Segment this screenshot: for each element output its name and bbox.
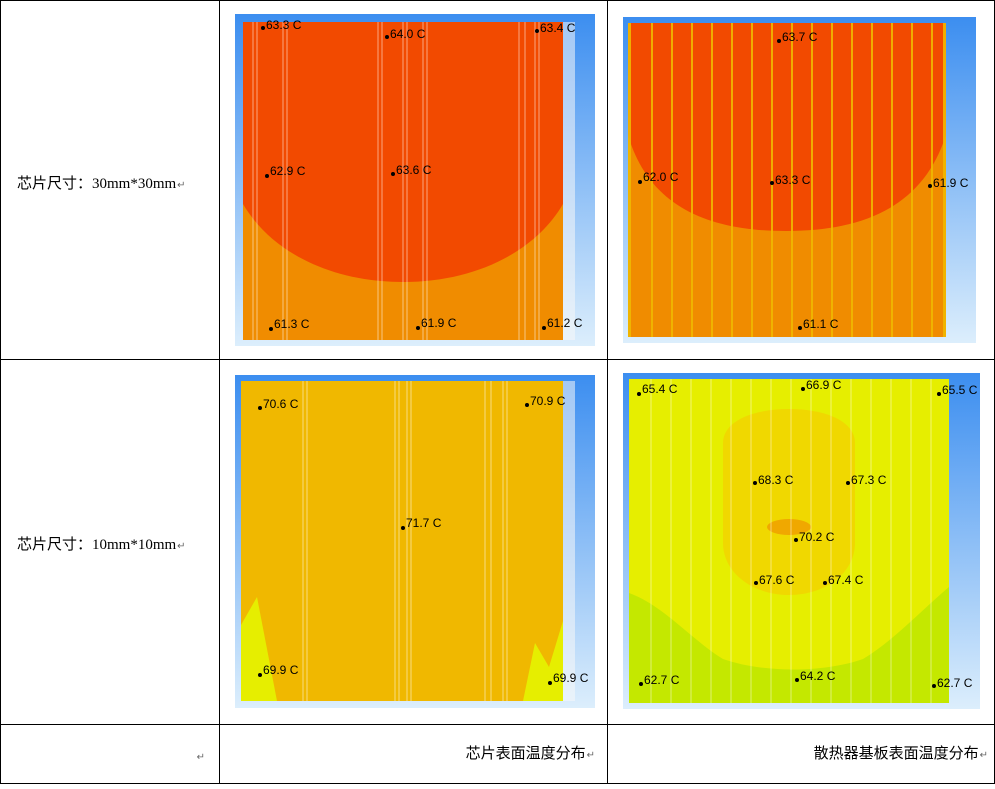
svg-text:70.9 C: 70.9 C (530, 394, 566, 408)
probe-point: 64.0 C (385, 27, 426, 41)
probe-point: 63.3 C (770, 173, 811, 187)
svg-text:62.7 C: 62.7 C (937, 676, 973, 690)
svg-text:61.9 C: 61.9 C (933, 176, 969, 190)
svg-text:63.6 C: 63.6 C (396, 163, 432, 177)
footer-empty-cell: ↵ (0, 724, 220, 784)
sink-30mm-thermal-plot: 63.7 C 62.0 C 63.3 C 61.9 C 61.1 C (623, 17, 976, 343)
chip-surface-caption: 芯片表面温度分布↵ (465, 746, 595, 762)
svg-text:69.9 C: 69.9 C (263, 663, 299, 677)
svg-text:62.0 C: 62.0 C (643, 170, 679, 184)
svg-text:62.7 C: 62.7 C (644, 673, 680, 687)
svg-text:64.2 C: 64.2 C (800, 669, 836, 683)
svg-text:65.5 C: 65.5 C (942, 383, 978, 397)
probe-point: 62.7 C (639, 673, 680, 687)
chip-10mm-cell: 70.6 C 70.9 C 71.7 C 69.9 C 69.9 C (219, 359, 608, 725)
sink-10mm-cell: 65.4 C 66.9 C 65.5 C 68.3 C 67.3 C 70.2 … (607, 359, 995, 725)
probe-point: 63.6 C (391, 163, 432, 177)
svg-text:70.6 C: 70.6 C (263, 397, 299, 411)
probe-point: 61.3 C (269, 317, 310, 331)
svg-text:63.7 C: 63.7 C (782, 30, 818, 44)
probe-point: 69.9 C (258, 663, 299, 677)
probe-point: 67.6 C (754, 573, 795, 587)
row-label-10mm: 芯片尺寸：10mm*10mm↵ (17, 537, 186, 553)
svg-text:61.1 C: 61.1 C (803, 317, 839, 331)
sink-10mm-thermal-plot: 65.4 C 66.9 C 65.5 C 68.3 C 67.3 C 70.2 … (623, 373, 980, 709)
paragraph-mark-icon: ↵ (979, 750, 988, 761)
svg-text:63.3 C: 63.3 C (266, 18, 302, 32)
probe-point: 62.0 C (638, 170, 679, 184)
probe-point: 61.9 C (928, 176, 969, 190)
svg-text:71.7 C: 71.7 C (406, 516, 442, 530)
svg-text:61.9 C: 61.9 C (421, 316, 457, 330)
probe-point: 71.7 C (401, 516, 442, 530)
chip-30mm-cell: 63.3 C 64.0 C 63.4 C 62.9 C 63.6 C 61.3 … (219, 0, 608, 360)
row-label-cell: 芯片尺寸：10mm*10mm↵ (0, 359, 220, 725)
row-label-cell: 芯片尺寸：30mm*30mm↵ (0, 0, 220, 360)
paragraph-mark-icon: ↵ (196, 752, 205, 763)
footer-chip-caption-cell: 芯片表面温度分布↵ (219, 724, 608, 784)
heatsink-surface-caption: 散热器基板表面温度分布↵ (813, 746, 988, 762)
svg-text:67.4 C: 67.4 C (828, 573, 864, 587)
sink-30mm-cell: 63.7 C 62.0 C 63.3 C 61.9 C 61.1 C (607, 0, 995, 360)
svg-text:64.0 C: 64.0 C (390, 27, 426, 41)
probe-point: 63.4 C (535, 21, 576, 35)
svg-text:70.2 C: 70.2 C (799, 530, 835, 544)
svg-text:63.3 C: 63.3 C (775, 173, 811, 187)
svg-text:61.3 C: 61.3 C (274, 317, 310, 331)
probe-point: 68.3 C (753, 473, 794, 487)
probe-point: 65.4 C (637, 382, 678, 396)
probe-point: 70.6 C (258, 397, 299, 411)
svg-text:62.9 C: 62.9 C (270, 164, 306, 178)
probe-point: 65.5 C (937, 383, 978, 397)
chip-10mm-thermal-plot: 70.6 C 70.9 C 71.7 C 69.9 C 69.9 C (235, 375, 595, 708)
chip-30mm-thermal-plot: 63.3 C 64.0 C 63.4 C 62.9 C 63.6 C 61.3 … (235, 14, 595, 346)
probe-point: 61.9 C (416, 316, 457, 330)
probe-point: 61.1 C (798, 317, 839, 331)
svg-text:63.4 C: 63.4 C (540, 21, 576, 35)
probe-point: 62.7 C (932, 676, 973, 690)
paragraph-mark-icon: ↵ (177, 180, 186, 191)
svg-text:68.3 C: 68.3 C (758, 473, 794, 487)
probe-point: 67.4 C (823, 573, 864, 587)
probe-point: 66.9 C (801, 378, 842, 392)
probe-point: 64.2 C (795, 669, 836, 683)
svg-text:66.9 C: 66.9 C (806, 378, 842, 392)
probe-point: 63.3 C (261, 18, 302, 32)
svg-text:65.4 C: 65.4 C (642, 382, 678, 396)
probe-point: 67.3 C (846, 473, 887, 487)
probe-point: 70.2 C (794, 530, 835, 544)
svg-text:67.3 C: 67.3 C (851, 473, 887, 487)
paragraph-mark-icon: ↵ (586, 750, 595, 761)
table-row: 芯片尺寸：30mm*30mm↵ (0, 0, 995, 360)
table-row: 芯片尺寸：10mm*10mm↵ (0, 359, 995, 725)
footer-sink-caption-cell: 散热器基板表面温度分布↵ (607, 724, 995, 784)
probe-point: 62.9 C (265, 164, 306, 178)
probe-point: 70.9 C (525, 394, 566, 408)
row-label-30mm: 芯片尺寸：30mm*30mm↵ (17, 176, 186, 192)
svg-text:69.9 C: 69.9 C (553, 671, 589, 685)
paragraph-mark-icon: ↵ (177, 541, 186, 552)
probe-point: 61.2 C (542, 316, 583, 330)
svg-text:67.6 C: 67.6 C (759, 573, 795, 587)
svg-text:61.2 C: 61.2 C (547, 316, 583, 330)
table-row: ↵ 芯片表面温度分布↵ 散热器基板表面温度分布↵ (0, 724, 995, 784)
probe-point: 69.9 C (548, 671, 589, 685)
probe-point: 63.7 C (777, 30, 818, 44)
